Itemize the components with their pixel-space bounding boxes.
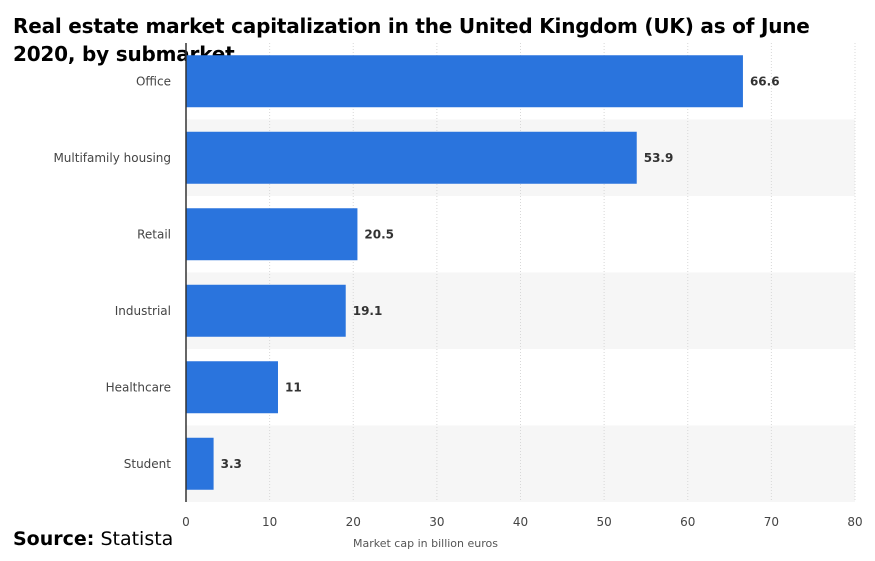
source-label: Source: — [13, 528, 95, 550]
value-label: 53.9 — [644, 151, 674, 165]
x-tick-label: 70 — [764, 515, 779, 529]
category-label: Student — [124, 457, 172, 471]
category-label: Office — [136, 74, 171, 88]
category-label: Multifamily housing — [53, 151, 171, 165]
source-name: Statista — [100, 528, 174, 550]
x-tick-label: 80 — [847, 515, 862, 529]
category-label: Healthcare — [106, 380, 171, 394]
x-tick-label: 20 — [346, 515, 361, 529]
bars — [186, 55, 743, 490]
x-tick-label: 10 — [262, 515, 277, 529]
source-note: Source: Statista — [13, 528, 173, 550]
value-label: 11 — [285, 380, 302, 394]
value-label: 20.5 — [364, 227, 394, 241]
bar[interactable] — [186, 55, 743, 108]
category-labels: Office Multifamily housing Retail Industria… — [53, 74, 171, 471]
bar[interactable] — [186, 131, 637, 184]
bar[interactable] — [186, 208, 358, 261]
x-tick-label: 50 — [596, 515, 611, 529]
bar[interactable] — [186, 437, 214, 490]
bar[interactable] — [186, 284, 346, 337]
x-tick-label: 0 — [182, 515, 190, 529]
chart-title: Real estate market capitalization in the… — [13, 14, 810, 66]
category-label: Retail — [137, 227, 171, 241]
value-labels: 66.6 53.9 20.5 19.1 11 3.3 — [221, 74, 780, 471]
value-label: 66.6 — [750, 74, 780, 88]
category-label: Industrial — [115, 304, 171, 318]
x-tick-label: 40 — [513, 515, 528, 529]
value-label: 19.1 — [353, 304, 383, 318]
value-label: 3.3 — [221, 457, 242, 471]
x-tick-labels: 0 10 20 30 40 50 60 70 80 — [182, 515, 862, 529]
x-tick-label: 60 — [680, 515, 695, 529]
x-tick-label: 30 — [429, 515, 444, 529]
bar[interactable] — [186, 361, 278, 414]
x-axis-label: Market cap in billion euros — [353, 537, 498, 550]
